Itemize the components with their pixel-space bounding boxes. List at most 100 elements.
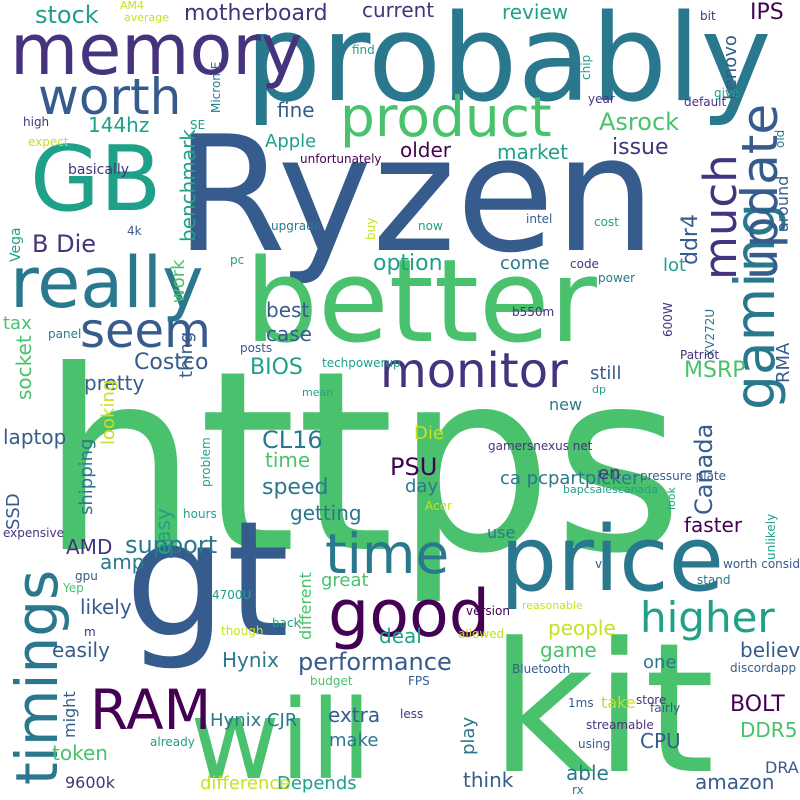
word-problem: expensive	[3, 526, 64, 540]
word-kit: kit	[490, 605, 715, 800]
word-m: worth considering	[723, 557, 800, 571]
word-take: code	[570, 257, 599, 271]
word-will: will	[190, 676, 372, 800]
word-day: en	[598, 463, 621, 484]
word-power: 600W	[661, 302, 675, 337]
word-average: AM4	[120, 0, 145, 12]
word-using: v	[595, 557, 603, 571]
word-might: play	[458, 716, 479, 755]
word-streamable: rx	[572, 783, 584, 797]
word-unlikely: problem	[199, 437, 213, 487]
word-am4: Micron E	[209, 61, 223, 113]
word-expensive: Yep	[63, 581, 84, 595]
word-game: Hynix	[222, 648, 279, 672]
word-9600k: difference	[200, 773, 291, 794]
word-store: already	[150, 735, 195, 749]
word-much: much	[694, 154, 747, 280]
word-looking: shipping	[76, 438, 97, 515]
word-play: make	[329, 730, 379, 751]
word-still: case	[266, 322, 312, 346]
word-best: Costco	[134, 350, 209, 375]
word-techpowerup: dp	[592, 383, 606, 396]
word-posts: mean	[302, 386, 334, 399]
word-canada: RMA	[773, 342, 794, 383]
word-hynix: Hynix CJR	[210, 710, 298, 731]
word-memory: memory	[10, 9, 303, 91]
word-old: default	[684, 95, 727, 109]
word-fine: fine	[277, 98, 315, 122]
word-vega: 4k	[127, 224, 142, 238]
word-version: Bluetooth	[512, 662, 571, 676]
word-around: old	[773, 129, 787, 148]
word-cost: intel	[526, 212, 553, 226]
word-v: extra	[328, 703, 381, 727]
word-come: getting	[290, 501, 362, 525]
word-cl16: CL16	[262, 426, 323, 454]
word-mean: panel	[48, 327, 82, 341]
word-en: ca pcpartpicker	[500, 468, 640, 489]
word-rx: DRAM	[765, 758, 800, 777]
word-likely: token	[52, 741, 108, 765]
word-new: MSRP	[684, 358, 746, 383]
word-make: one	[643, 652, 677, 673]
word-bapcsalescanada: unlikely	[764, 513, 778, 560]
word-performance: performance	[298, 648, 452, 676]
word-socket: tax	[3, 313, 32, 334]
word-now: cost	[594, 215, 619, 229]
word-acer: hours	[183, 507, 217, 521]
word-lot: come	[500, 253, 550, 274]
word-intel: around	[773, 175, 792, 232]
word-difference: Depends	[277, 773, 357, 794]
word-reasonable: allowed	[458, 627, 505, 641]
word-thing: might	[60, 691, 79, 738]
word-1ms: fairly	[650, 701, 681, 715]
word-option: option	[373, 251, 443, 276]
word-case: best	[266, 298, 310, 322]
word-product: product	[340, 85, 552, 149]
word-worth: worth	[38, 68, 182, 126]
word-ips: IPS	[750, 0, 784, 25]
word-msrp: still	[590, 363, 622, 384]
word-fps: store	[636, 693, 667, 707]
word-great: socket	[12, 335, 36, 400]
word-discordapp: FPS	[408, 674, 430, 688]
word-ryzen: Ryzen	[175, 101, 656, 288]
word-costco: pretty	[84, 371, 145, 395]
word-seem: seem	[80, 303, 211, 359]
word-amp: likely	[80, 595, 132, 619]
word-time: time	[325, 522, 450, 586]
word-micron-e: SE	[190, 118, 206, 132]
word-support: support	[125, 531, 218, 559]
word-think: amazon	[695, 770, 775, 794]
word-stock: stock	[35, 1, 99, 29]
word-good: good	[328, 577, 491, 652]
word-yep: though	[221, 624, 264, 638]
word-default: year	[588, 92, 615, 106]
word-back: stand	[697, 573, 731, 587]
word-chip: find	[352, 43, 375, 57]
word-apple: Apple	[265, 131, 317, 152]
word-gpu: 4700U	[212, 588, 252, 602]
word-give: bit	[700, 9, 716, 23]
word-rma: new	[549, 395, 583, 414]
word-ssd: looking	[98, 379, 119, 445]
word-benchmark: benchmark	[176, 129, 200, 242]
word-bios: BIOS	[250, 355, 303, 380]
word-fairly: less	[400, 707, 424, 721]
word-speed: speed	[262, 475, 329, 500]
word-panel: gamersnexus net	[488, 439, 593, 453]
word-pressure-plate: bapcsalescanada	[563, 483, 659, 496]
word-able: DDR5	[740, 718, 798, 742]
word-https: https	[40, 317, 684, 608]
word-gb: GB	[30, 127, 162, 232]
word-believe: faster	[684, 513, 743, 537]
word-4k: thing	[176, 331, 197, 378]
word-b-die: B Die	[32, 230, 97, 258]
word-xv272u: posts	[240, 341, 273, 355]
word-patriot: techpowerup	[322, 356, 401, 370]
word-budget: 1ms	[568, 696, 594, 710]
word-4700u: m	[84, 625, 96, 639]
word-shipping: easy	[151, 508, 175, 555]
word-psu: PSU	[390, 453, 438, 481]
